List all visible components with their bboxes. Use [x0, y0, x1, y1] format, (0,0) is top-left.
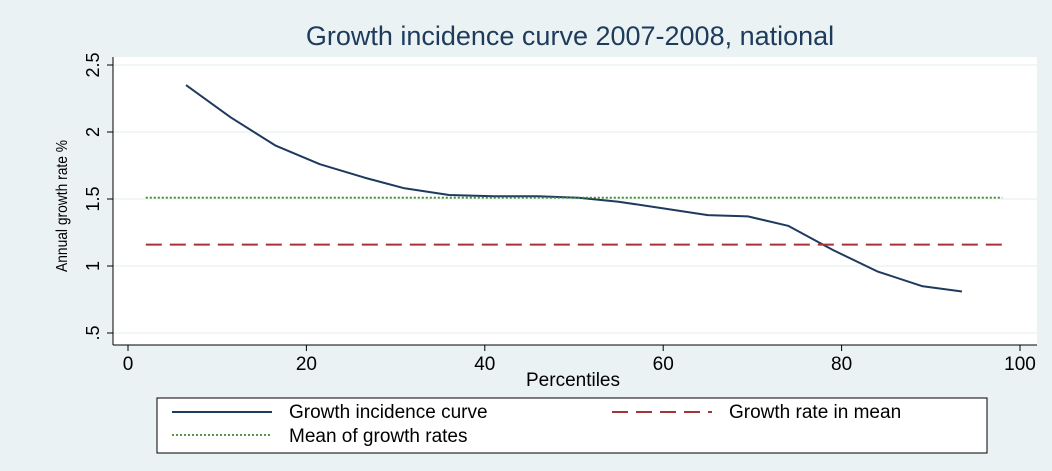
x-tick-label-3: 60 [653, 354, 674, 375]
legend-label-growth-incidence-curve: Growth incidence curve [289, 402, 488, 423]
y-tick-label-3: 2 [83, 127, 103, 137]
plot-area [113, 57, 1037, 345]
x-tick-label-0: 0 [123, 354, 134, 375]
x-tick-label-4: 80 [831, 354, 852, 375]
legend-box [156, 397, 988, 454]
legend-label-growth-rate-in-mean: Growth rate in mean [729, 402, 901, 423]
x-tick-label-2: 40 [474, 354, 495, 375]
y-tick-label-0: .5 [83, 325, 103, 340]
axes-layer: .5 1 1.5 2 2.5 0 20 40 60 80 100 [83, 52, 1037, 375]
chart-title: Growth incidence curve 2007-2008, nation… [306, 21, 834, 51]
x-tick-label-1: 20 [296, 354, 317, 375]
y-tick-label-1: 1 [83, 261, 103, 271]
x-axis-label: Percentiles [526, 370, 620, 391]
legend: Growth incidence curve Growth rate in me… [156, 397, 988, 454]
grid-layer [113, 64, 1037, 334]
y-tick-label-2: 1.5 [83, 186, 103, 211]
series-layer [145, 84, 1003, 293]
legend-label-mean-of-growth-rates: Mean of growth rates [289, 426, 467, 447]
x-tick-label-5: 100 [1004, 354, 1036, 375]
y-axis-label: Annual growth rate % [54, 140, 71, 272]
y-tick-label-4: 2.5 [83, 52, 103, 77]
